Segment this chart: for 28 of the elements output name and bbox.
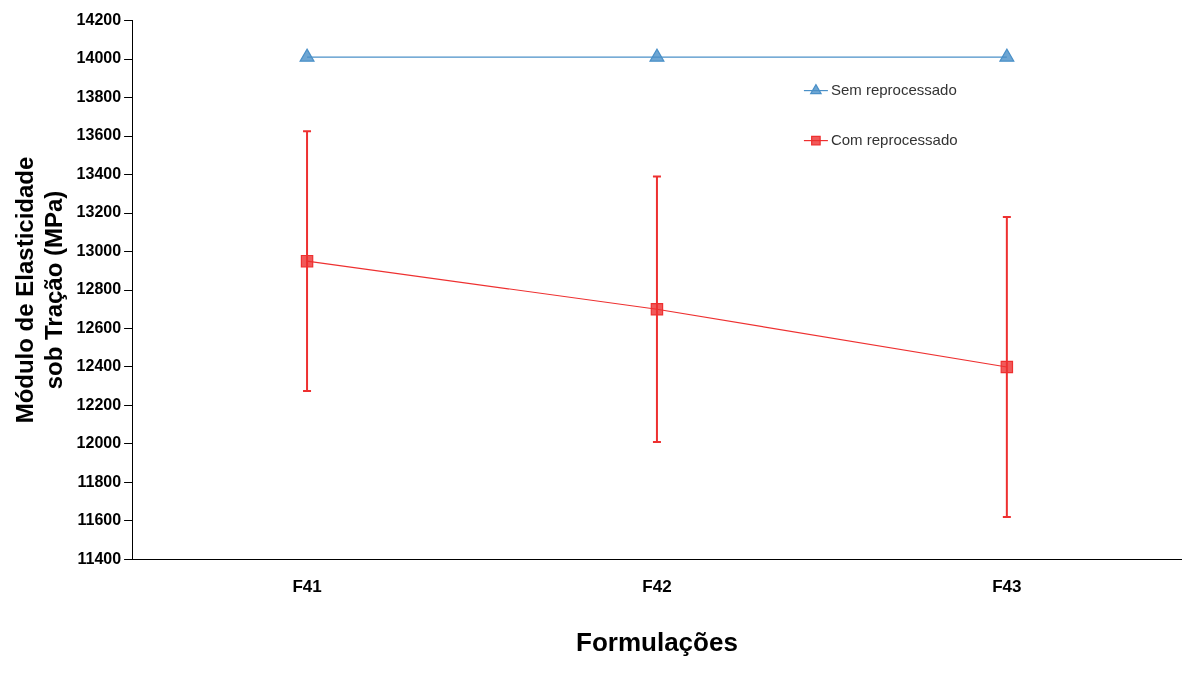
y-tick-label: 11600 [77, 511, 122, 529]
x-tick-label: F41 [292, 577, 322, 597]
y-tick-label: 13200 [76, 203, 122, 221]
x-axis-title: Formulações [576, 626, 738, 657]
x-tick-label: F42 [642, 577, 672, 597]
point [650, 302, 664, 316]
y-tick-label: 13800 [76, 87, 122, 105]
point [1000, 360, 1014, 374]
point [300, 254, 314, 268]
y-tick-label: 13600 [76, 126, 122, 144]
y-tick-label: 13000 [76, 241, 122, 259]
y-axis-title: Módulo de Elasticidade sob Tração (MPa) [11, 156, 67, 424]
point [999, 48, 1015, 62]
y-tick-label: 14200 [76, 11, 122, 29]
y-tick-label: 12000 [76, 434, 122, 452]
legend-label: Sem reprocessado [830, 80, 957, 98]
y-tick-label: 14000 [76, 49, 122, 67]
y-tick-label: 13400 [76, 164, 122, 182]
legend-label: Com reprocessado [830, 130, 958, 148]
y-tick-label: 11400 [77, 549, 122, 567]
y-tick-label: 11800 [77, 472, 122, 490]
y-tick-label: 12400 [76, 357, 122, 375]
x-tick-label: F43 [992, 577, 1022, 597]
y-tick-label: 12200 [76, 395, 122, 413]
point [299, 48, 315, 62]
y-tick-label: 12800 [76, 280, 122, 298]
point [649, 48, 665, 62]
y-tick-label: 12600 [76, 318, 122, 336]
